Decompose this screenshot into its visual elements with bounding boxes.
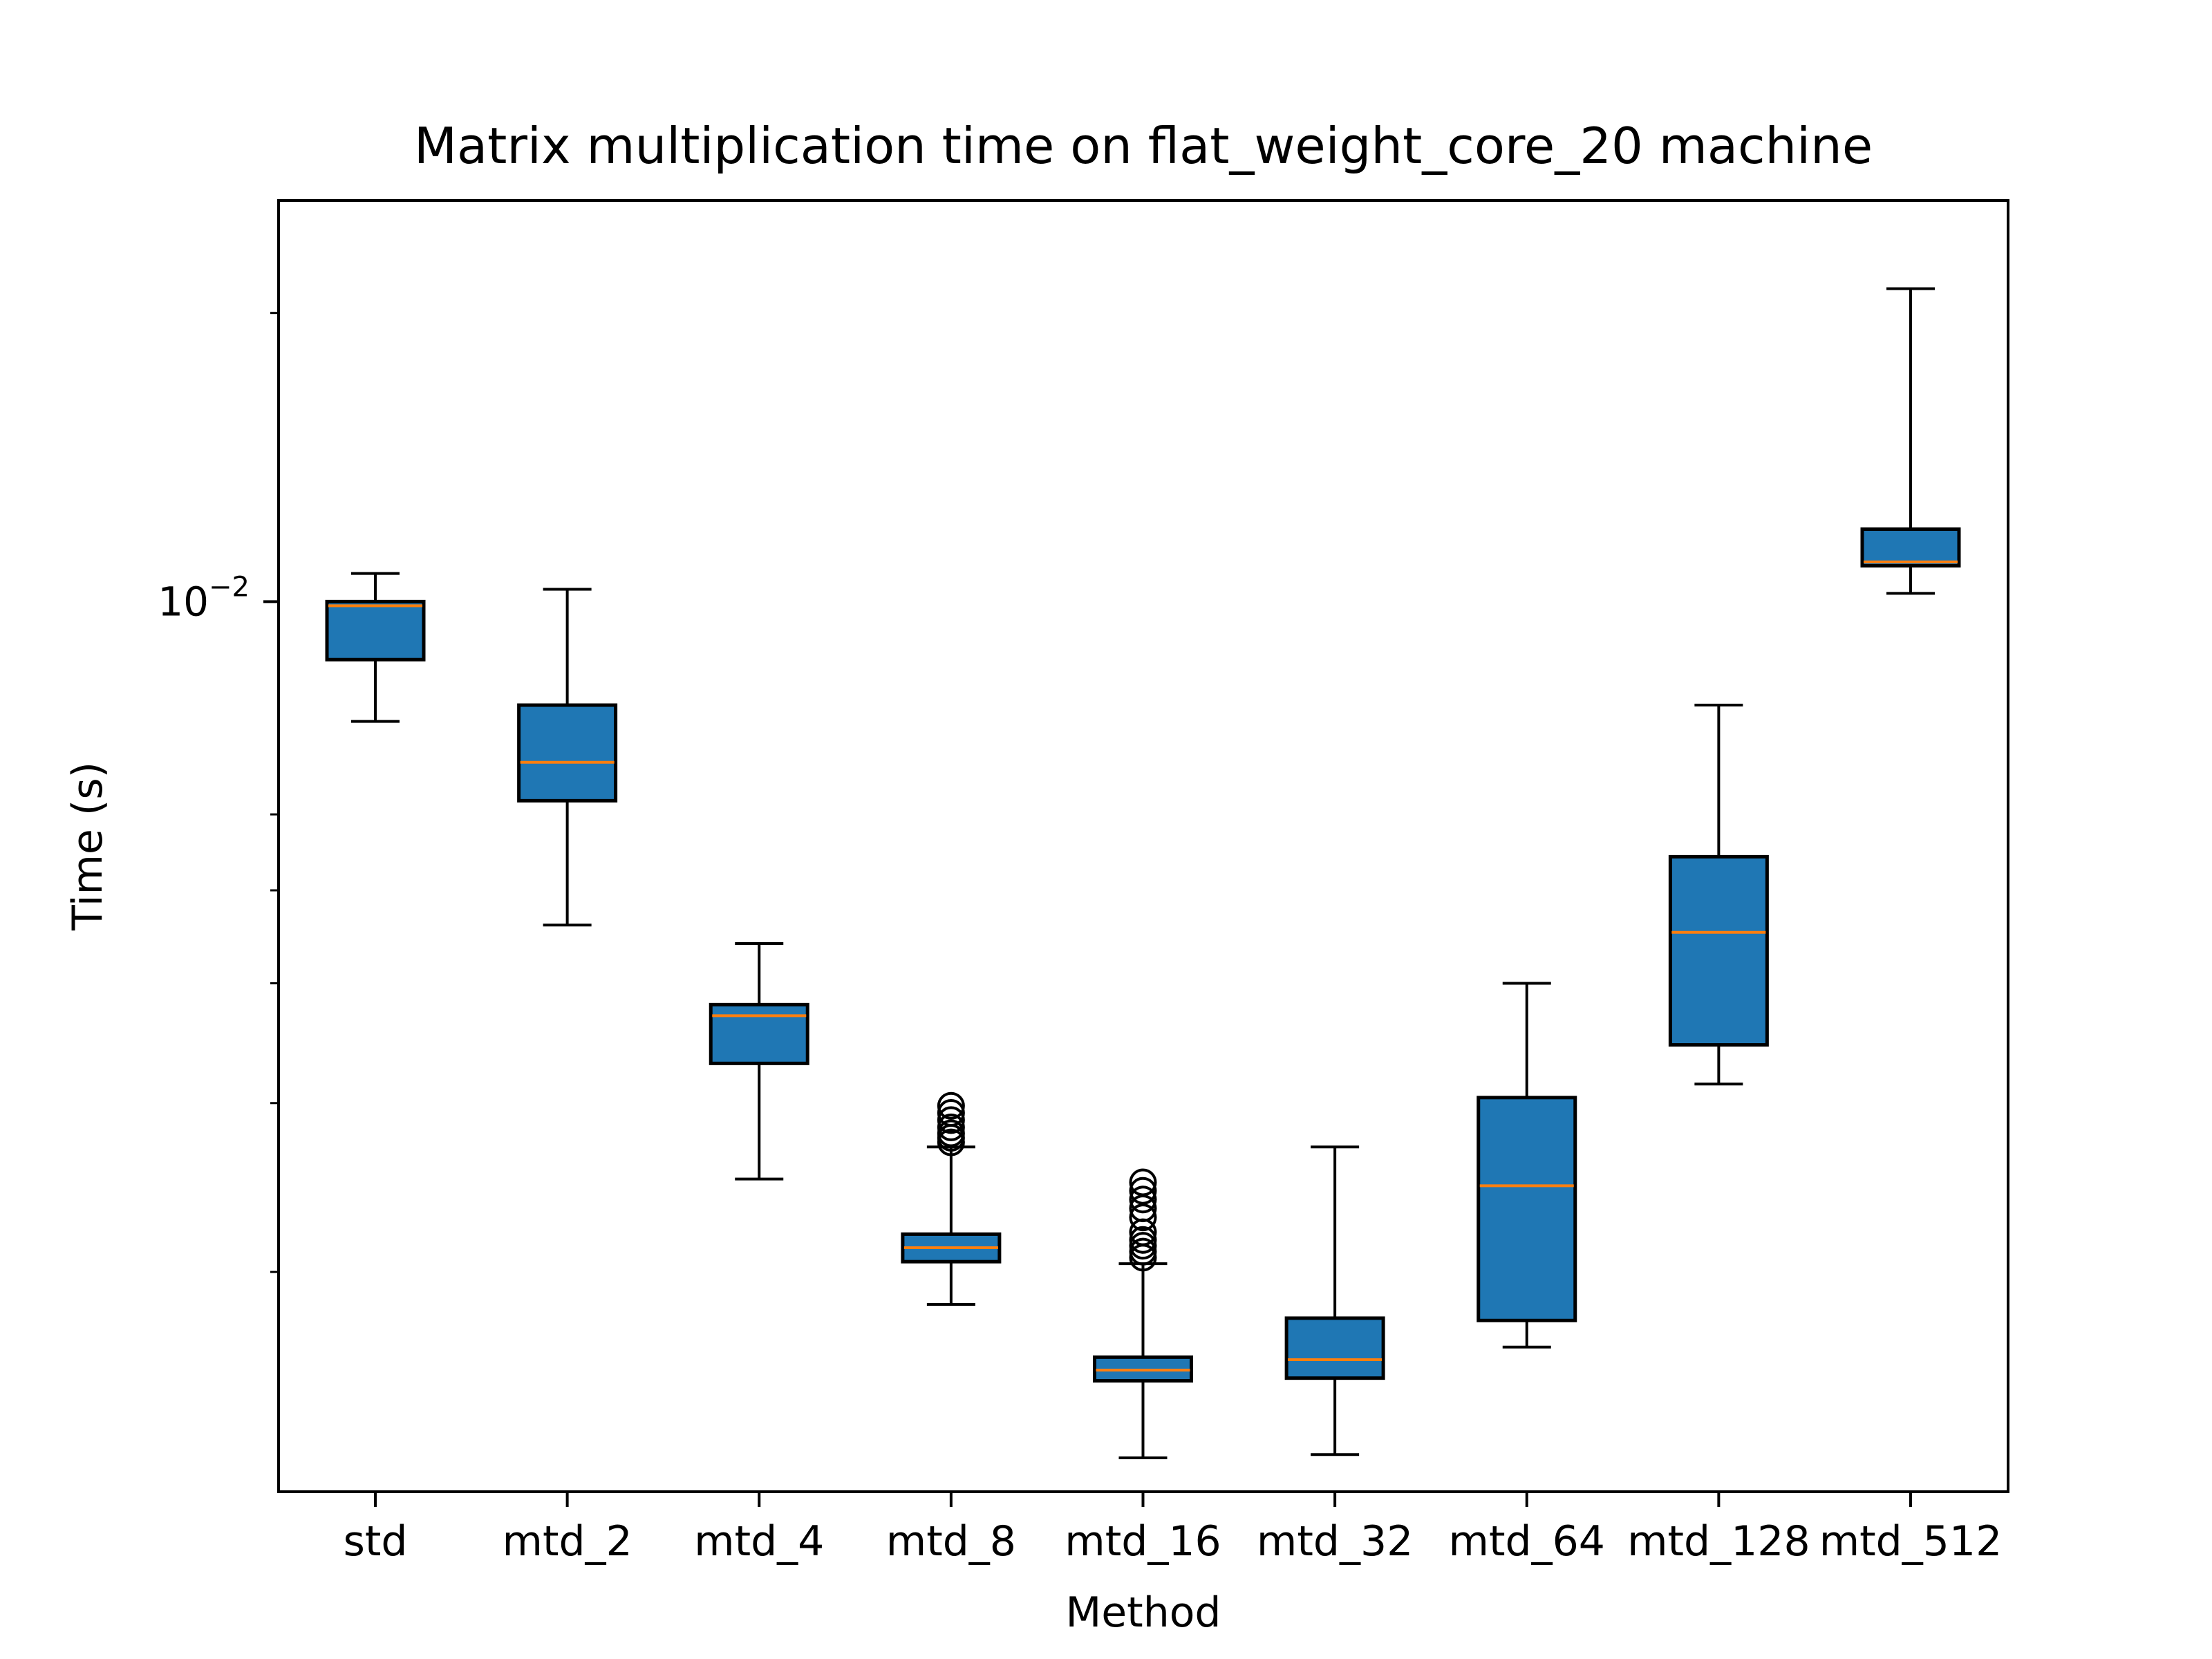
box-mtd_32 bbox=[1284, 1145, 1385, 1456]
iqr-box bbox=[325, 599, 426, 662]
outlier-point bbox=[937, 1106, 965, 1134]
iqr-box bbox=[1668, 854, 1769, 1047]
box-mtd_2 bbox=[517, 588, 618, 927]
outlier-point bbox=[937, 1099, 965, 1127]
y-axis: 10−2 bbox=[158, 312, 279, 1273]
box-mtd_4 bbox=[709, 942, 809, 1181]
y-axis-label: Time (s) bbox=[64, 762, 112, 931]
outlier-point bbox=[1129, 1203, 1157, 1232]
iqr-box bbox=[1284, 1316, 1385, 1380]
outlier-point bbox=[937, 1091, 965, 1120]
plot-layer bbox=[325, 287, 1961, 1459]
x-tick-label: mtd_8 bbox=[886, 1517, 1016, 1566]
x-tick-label: mtd_512 bbox=[1819, 1517, 2003, 1566]
y-tick-label: 10−2 bbox=[158, 571, 250, 625]
x-tick-label: std bbox=[344, 1517, 408, 1566]
iqr-box bbox=[1477, 1096, 1577, 1322]
outlier-point bbox=[1129, 1177, 1157, 1205]
outlier-point bbox=[1129, 1226, 1157, 1254]
x-tick-label: mtd_16 bbox=[1065, 1517, 1221, 1566]
outlier-point bbox=[1129, 1168, 1157, 1197]
x-tick-label: mtd_128 bbox=[1627, 1517, 1810, 1566]
outlier-point bbox=[1129, 1185, 1157, 1214]
x-axis-label: Method bbox=[1065, 1588, 1221, 1637]
box-mtd_16 bbox=[1093, 1168, 1193, 1459]
x-tick-label: mtd_2 bbox=[503, 1517, 632, 1566]
outlier-point bbox=[937, 1113, 965, 1141]
box-mtd_8 bbox=[901, 1091, 1002, 1306]
iqr-box bbox=[709, 1002, 809, 1065]
iqr-box bbox=[517, 703, 618, 803]
x-axis: std mtd_2 mtd_4 mtd_8 mtd_16 mtd_32 mtd_64 mtd_… bbox=[344, 1492, 2003, 1566]
x-tick-label: mtd_64 bbox=[1449, 1517, 1605, 1566]
box-mtd_64 bbox=[1477, 982, 1577, 1349]
x-tick-label: mtd_32 bbox=[1257, 1517, 1413, 1566]
box-mtd_512 bbox=[1860, 287, 1961, 595]
box-mtd_128 bbox=[1668, 704, 1769, 1086]
iqr-box bbox=[1860, 527, 1961, 568]
x-tick-label: mtd_4 bbox=[694, 1517, 824, 1566]
chart-title: Matrix multiplication time on flat_weigh… bbox=[414, 117, 1873, 175]
box-std bbox=[325, 572, 426, 723]
